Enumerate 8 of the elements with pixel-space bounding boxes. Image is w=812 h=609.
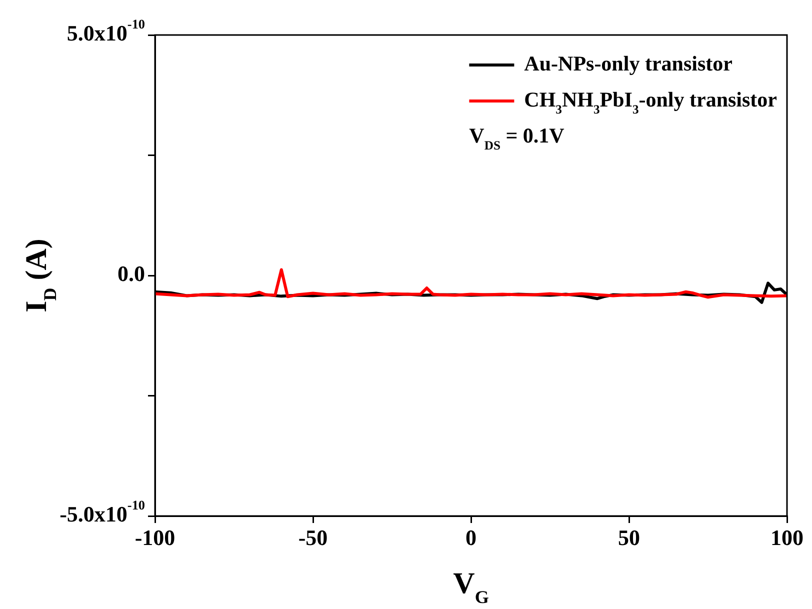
x-tick-label: 100 — [770, 524, 804, 550]
x-tick-label: -100 — [134, 524, 176, 550]
legend-label: Au-NPs-only transistor — [524, 51, 732, 76]
y-tick-label: 0.0 — [118, 261, 145, 286]
x-tick-label: 50 — [618, 524, 640, 550]
x-tick-label: 0 — [466, 524, 476, 550]
y-axis-title: ID (A) — [20, 238, 60, 312]
x-tick-label: -50 — [298, 524, 328, 550]
